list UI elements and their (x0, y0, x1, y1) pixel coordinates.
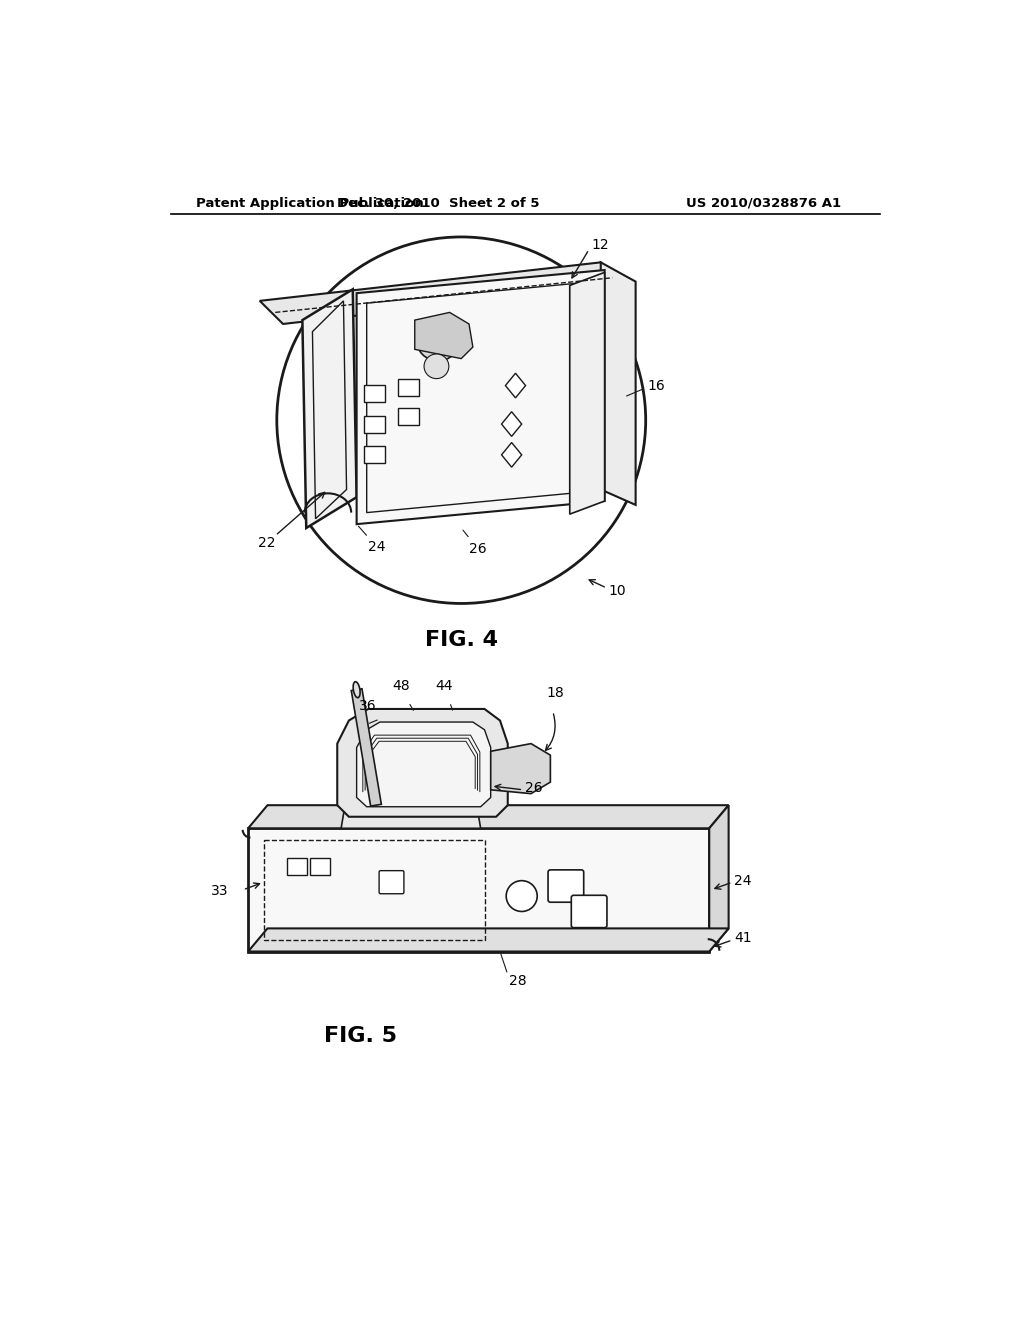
FancyBboxPatch shape (398, 408, 419, 425)
Text: US 2010/0328876 A1: US 2010/0328876 A1 (686, 197, 841, 210)
Text: 16: 16 (647, 379, 665, 392)
Polygon shape (356, 271, 604, 524)
Text: 24: 24 (358, 527, 386, 554)
Polygon shape (248, 928, 729, 952)
Circle shape (424, 354, 449, 379)
Polygon shape (601, 263, 636, 506)
Text: 18: 18 (547, 686, 564, 701)
FancyBboxPatch shape (365, 416, 385, 433)
Text: 44: 44 (435, 678, 453, 693)
FancyBboxPatch shape (571, 895, 607, 928)
Polygon shape (502, 442, 521, 467)
Text: 36: 36 (359, 698, 377, 713)
Text: 24: 24 (734, 874, 752, 887)
Text: 12: 12 (592, 239, 609, 252)
Text: FIG. 4: FIG. 4 (425, 630, 498, 649)
Polygon shape (356, 722, 490, 807)
FancyBboxPatch shape (365, 446, 385, 463)
FancyBboxPatch shape (365, 385, 385, 401)
Text: FIG. 5: FIG. 5 (324, 1026, 397, 1047)
Text: 41: 41 (734, 932, 752, 945)
Polygon shape (337, 709, 508, 817)
FancyBboxPatch shape (548, 870, 584, 903)
Polygon shape (302, 289, 356, 528)
Text: 48: 48 (392, 678, 410, 693)
FancyBboxPatch shape (310, 858, 331, 875)
Text: Patent Application Publication: Patent Application Publication (197, 197, 424, 210)
FancyBboxPatch shape (379, 871, 403, 894)
Polygon shape (341, 805, 480, 829)
Polygon shape (260, 263, 624, 323)
Ellipse shape (353, 681, 360, 698)
Polygon shape (490, 743, 550, 793)
Text: 10: 10 (608, 585, 626, 598)
Text: 26: 26 (524, 781, 543, 795)
Text: 33: 33 (211, 884, 228, 899)
Text: 22: 22 (258, 536, 275, 550)
Circle shape (417, 318, 460, 360)
Text: Dec. 30, 2010  Sheet 2 of 5: Dec. 30, 2010 Sheet 2 of 5 (337, 197, 540, 210)
Text: 26: 26 (463, 531, 486, 556)
Polygon shape (248, 805, 729, 829)
Polygon shape (415, 313, 473, 359)
Text: 28: 28 (509, 974, 527, 987)
Polygon shape (569, 272, 604, 515)
Polygon shape (351, 689, 381, 807)
FancyBboxPatch shape (398, 379, 419, 396)
FancyBboxPatch shape (287, 858, 307, 875)
Polygon shape (710, 805, 729, 952)
Polygon shape (502, 412, 521, 437)
Polygon shape (506, 374, 525, 397)
Polygon shape (248, 829, 710, 952)
Circle shape (506, 880, 538, 911)
